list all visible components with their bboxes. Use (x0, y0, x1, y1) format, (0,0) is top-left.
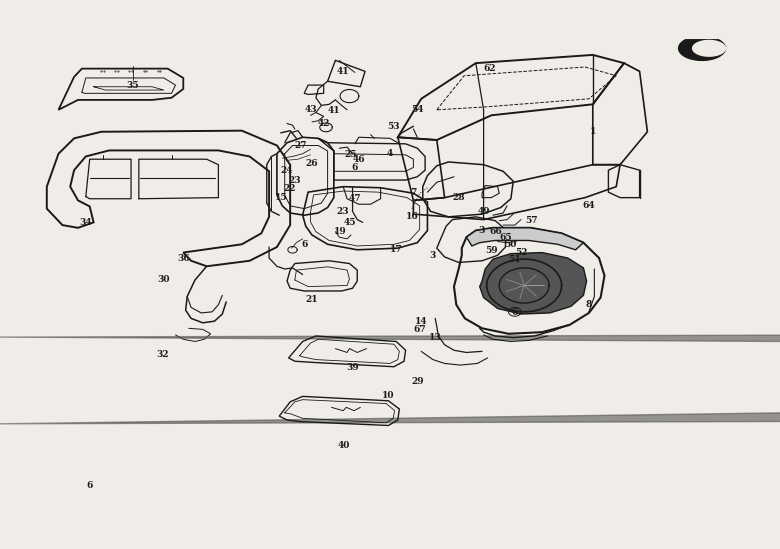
Text: 59: 59 (485, 247, 498, 255)
Polygon shape (466, 228, 583, 250)
Polygon shape (693, 41, 725, 56)
Text: 27: 27 (294, 141, 307, 150)
Text: 21: 21 (306, 295, 318, 304)
Text: 42: 42 (317, 119, 330, 128)
Text: 3: 3 (478, 226, 484, 235)
Polygon shape (679, 40, 725, 60)
Text: 7: 7 (410, 188, 417, 197)
Polygon shape (0, 404, 780, 424)
Polygon shape (480, 253, 587, 314)
Text: 6: 6 (87, 481, 93, 490)
Text: 45: 45 (343, 218, 356, 227)
Text: 29: 29 (412, 377, 424, 386)
Text: 19: 19 (334, 227, 346, 236)
Text: 65: 65 (499, 233, 512, 242)
Text: 52: 52 (515, 248, 527, 257)
Text: 53: 53 (388, 122, 400, 131)
Text: 36: 36 (177, 254, 190, 262)
Text: 51: 51 (509, 255, 521, 264)
Text: 30: 30 (158, 276, 170, 284)
Text: 14: 14 (415, 317, 427, 326)
Text: 22: 22 (284, 184, 296, 193)
Text: 23: 23 (289, 176, 301, 184)
Text: 66: 66 (489, 227, 502, 236)
Text: 47: 47 (349, 194, 361, 203)
Text: 41: 41 (328, 107, 340, 115)
Text: 40: 40 (338, 441, 350, 450)
Text: 8: 8 (586, 300, 592, 309)
Text: 35: 35 (126, 81, 139, 89)
Text: 24: 24 (281, 166, 293, 175)
Text: 67: 67 (413, 325, 426, 334)
Text: 15: 15 (275, 193, 287, 202)
Text: 6: 6 (512, 309, 518, 317)
Text: 6: 6 (301, 240, 307, 249)
Text: 17: 17 (390, 245, 402, 254)
Text: 41: 41 (337, 67, 349, 76)
Text: 50: 50 (505, 240, 517, 249)
Text: 6: 6 (352, 163, 358, 172)
Text: 49: 49 (477, 207, 490, 216)
Text: 62: 62 (484, 64, 496, 73)
Text: 57: 57 (526, 216, 538, 225)
Polygon shape (0, 329, 780, 341)
Text: 43: 43 (304, 105, 317, 114)
Text: 32: 32 (156, 350, 168, 358)
Text: 54: 54 (411, 105, 424, 114)
Text: 39: 39 (346, 363, 359, 372)
Text: 16: 16 (406, 212, 418, 221)
Text: 46: 46 (353, 155, 365, 164)
Text: 3: 3 (430, 251, 436, 260)
Text: 10: 10 (382, 391, 395, 400)
Text: 1: 1 (590, 127, 596, 136)
Text: 26: 26 (306, 159, 318, 167)
Text: 23: 23 (337, 207, 349, 216)
Text: 34: 34 (80, 218, 92, 227)
Text: 13: 13 (429, 333, 441, 342)
Text: 64: 64 (583, 201, 595, 210)
Text: 28: 28 (452, 193, 465, 202)
Text: 25: 25 (345, 150, 357, 159)
Text: 4: 4 (387, 149, 393, 158)
